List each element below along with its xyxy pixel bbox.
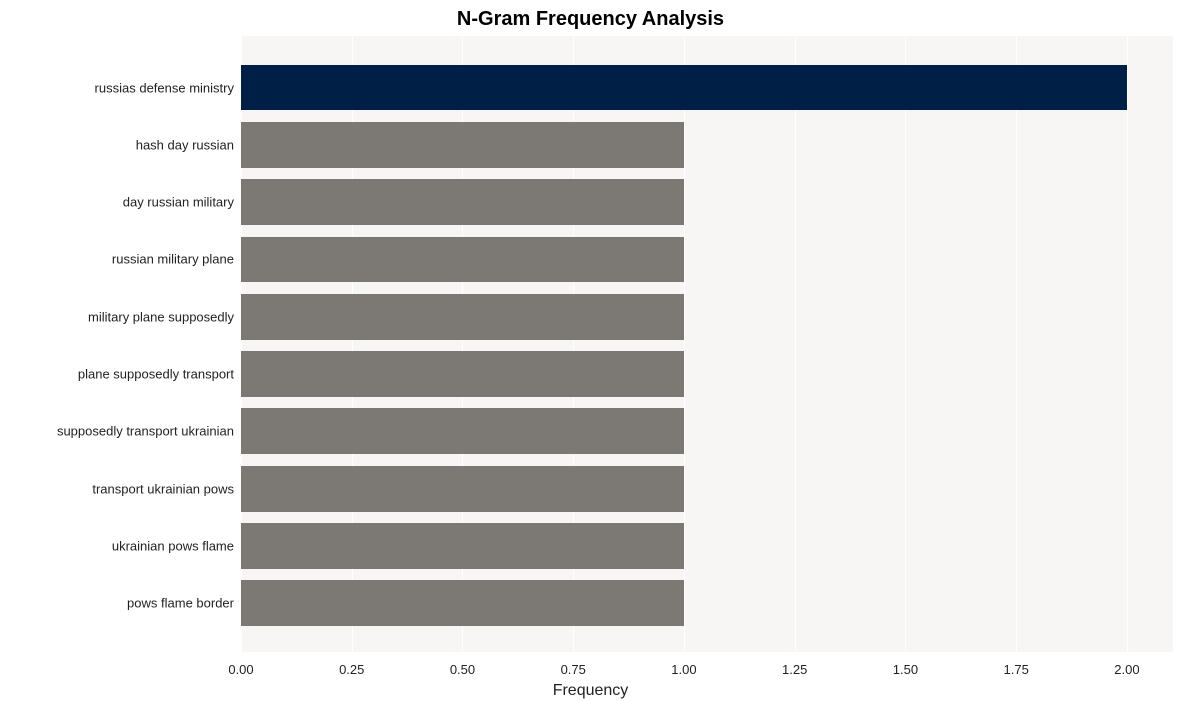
- bar: [241, 179, 684, 225]
- x-tick-label: 0.25: [339, 662, 364, 677]
- bar: [241, 580, 684, 626]
- x-tick-label: 0.50: [450, 662, 475, 677]
- y-tick-label: day russian military: [123, 195, 234, 210]
- x-tick-label: 0.00: [228, 662, 253, 677]
- x-tick-label: 2.00: [1114, 662, 1139, 677]
- bar: [241, 523, 684, 569]
- bar: [241, 65, 1127, 111]
- y-tick-label: military plane supposedly: [88, 309, 234, 324]
- y-tick-label: supposedly transport ukrainian: [57, 424, 234, 439]
- y-tick-label: transport ukrainian pows: [92, 481, 234, 496]
- x-tick-label: 1.25: [782, 662, 807, 677]
- y-tick-label: pows flame border: [127, 596, 234, 611]
- grid-line: [905, 36, 906, 652]
- grid-line: [1016, 36, 1017, 652]
- x-tick-label: 1.75: [1004, 662, 1029, 677]
- bar: [241, 294, 684, 340]
- ngram-frequency-chart: N-Gram Frequency Analysis Frequency russ…: [0, 0, 1181, 701]
- bar: [241, 237, 684, 283]
- grid-line: [1127, 36, 1128, 652]
- bar: [241, 122, 684, 168]
- plot-area: [241, 36, 1173, 652]
- bar: [241, 351, 684, 397]
- y-tick-label: hash day russian: [136, 137, 234, 152]
- grid-line: [684, 36, 685, 652]
- x-tick-label: 0.75: [561, 662, 586, 677]
- chart-title: N-Gram Frequency Analysis: [0, 8, 1181, 31]
- x-tick-label: 1.50: [893, 662, 918, 677]
- grid-line: [795, 36, 796, 652]
- y-tick-label: russias defense ministry: [95, 80, 234, 95]
- x-axis-label: Frequency: [0, 682, 1181, 700]
- bar: [241, 466, 684, 512]
- y-tick-label: ukrainian pows flame: [112, 538, 234, 553]
- y-tick-label: plane supposedly transport: [78, 367, 234, 382]
- bar: [241, 408, 684, 454]
- x-tick-label: 1.00: [671, 662, 696, 677]
- y-tick-label: russian military plane: [112, 252, 234, 267]
